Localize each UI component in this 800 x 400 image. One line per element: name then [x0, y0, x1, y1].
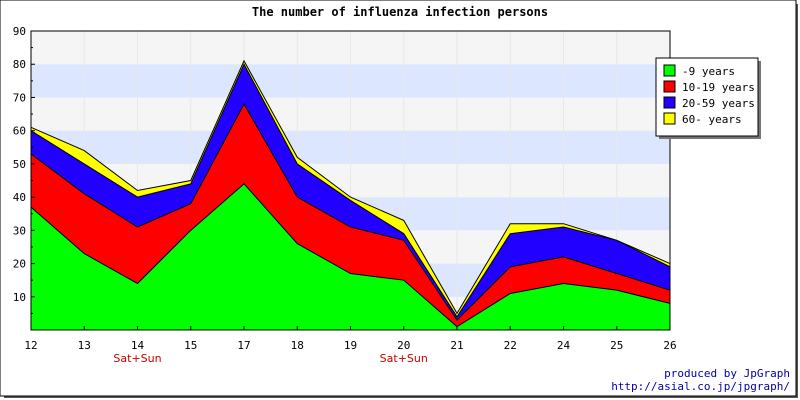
area-outline-1 — [30, 103, 671, 321]
area-outline-0 — [30, 183, 671, 328]
legend-label-3: 60- years — [682, 113, 742, 126]
area-series-2 — [31, 64, 670, 321]
legend-label-0: -9 years — [682, 65, 735, 78]
y-tick-label: 30 — [13, 224, 26, 237]
x-tick-label: 14 — [131, 339, 145, 352]
x-note-label: Sat+Sun — [380, 352, 428, 365]
legend-swatch-1 — [663, 80, 676, 93]
legend-label-2: 20-59 years — [682, 97, 755, 110]
x-tick-label: 12 — [24, 339, 37, 352]
x-tick-label: 22 — [504, 339, 517, 352]
y-tick-label: 70 — [13, 91, 26, 104]
legend-swatch-3 — [663, 112, 676, 125]
y-tick-label: 50 — [13, 158, 26, 171]
x-tick-label: 18 — [291, 339, 304, 352]
x-note-label: Sat+Sun — [113, 352, 161, 365]
x-tick-label: 15 — [184, 339, 197, 352]
area-series-group — [30, 59, 671, 330]
x-tick-label: 21 — [450, 339, 463, 352]
y-tick-label: 40 — [13, 191, 26, 204]
legend: -9 years 10-19 years 20-59 years 60- years — [655, 57, 761, 139]
x-tick-label: 20 — [397, 339, 410, 352]
y-tick-label: 90 — [13, 25, 26, 38]
area-outline-3 — [30, 59, 671, 315]
x-tick-label: 24 — [557, 339, 571, 352]
legend-swatch-0 — [663, 64, 676, 77]
chart-title: The number of influenza infection person… — [252, 5, 548, 19]
x-tick-label: 17 — [237, 339, 250, 352]
x-tick-label: 26 — [663, 339, 676, 352]
legend-label-1: 10-19 years — [682, 81, 755, 94]
y-tick-label: 20 — [13, 258, 26, 271]
area-outline-2 — [30, 63, 671, 318]
area-series-3 — [31, 60, 670, 317]
axes: 10 20 30 40 50 60 70 80 90 12 13 14 15 17 18 19 20 21 22 24… — [13, 25, 677, 365]
y-tick-label: 10 — [13, 291, 26, 304]
x-tick-label: 19 — [344, 339, 357, 352]
credit-produced-by: produced by JpGraph — [664, 367, 790, 380]
legend-swatch-2 — [663, 96, 676, 109]
x-tick-label: 13 — [78, 339, 91, 352]
x-tick-label: 25 — [610, 339, 623, 352]
y-tick-label: 80 — [13, 58, 26, 71]
area-series-1 — [31, 104, 670, 327]
y-tick-label: 60 — [13, 125, 26, 138]
credit-url[interactable]: http://asial.co.jp/jpgraph/ — [611, 380, 790, 393]
